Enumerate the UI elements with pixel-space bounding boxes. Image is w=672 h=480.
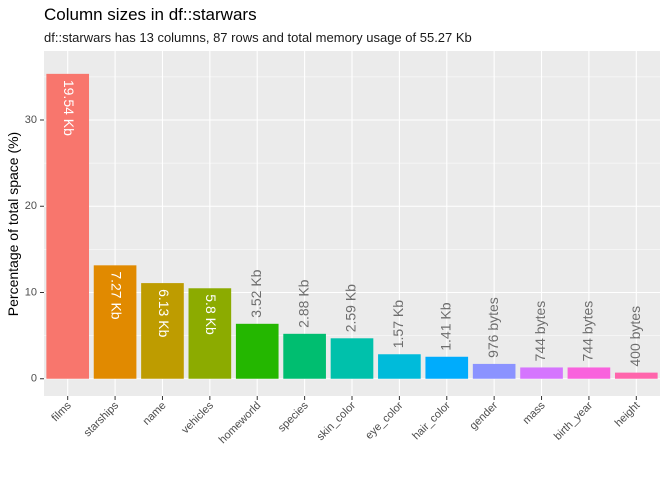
bar-label-homeworld: 3.52 Kb — [248, 269, 264, 317]
x-tick-label-gender: gender — [468, 399, 501, 432]
bar-label-skin_color: 2.59 Kb — [343, 284, 359, 332]
y-tick-label: 0 — [31, 373, 37, 385]
bar-height — [614, 372, 658, 379]
chart-title: Column sizes in df::starwars — [44, 5, 257, 24]
bar-label-hair_color: 1.41 Kb — [437, 302, 453, 350]
bar-homeworld — [235, 323, 279, 379]
x-tick-label-vehicles: vehicles — [179, 399, 216, 436]
bar-eye_color — [378, 354, 421, 379]
bars — [46, 73, 658, 379]
x-tick-label-name: name — [141, 400, 169, 428]
x-tick-label-starships: starships — [82, 399, 122, 439]
x-tick-label-height: height — [613, 400, 643, 430]
x-tick-label-mass: mass — [521, 399, 548, 426]
y-axis-ticks: 0 10 20 30 — [25, 114, 44, 385]
x-tick-label-species: species — [276, 399, 311, 434]
bar-label-gender: 976 bytes — [485, 297, 501, 358]
bar-vehicles — [188, 288, 232, 379]
x-tick-label-films: films — [49, 399, 74, 424]
bar-label-birth_year: 744 bytes — [580, 301, 596, 362]
chart-subtitle: df::starwars has 13 columns, 87 rows and… — [44, 30, 472, 45]
y-tick-label: 10 — [25, 286, 37, 298]
y-tick-label: 20 — [25, 200, 37, 212]
bar-label-mass: 744 bytes — [532, 301, 548, 362]
bar-hair_color — [425, 356, 469, 379]
bar-skin_color — [330, 338, 374, 379]
x-tick-label-birth_year: birth_year — [552, 399, 595, 442]
x-tick-label-homeworld: homeworld — [217, 400, 264, 447]
bar-films — [46, 73, 90, 379]
bar-mass — [520, 367, 563, 379]
bar-label-species: 2.88 Kb — [295, 279, 311, 327]
x-axis-ticks: films starships name vehicles homeworld speci… — [49, 396, 642, 446]
bar-name — [141, 283, 184, 379]
bar-gender — [472, 363, 516, 379]
y-axis-title: Percentage of total space (%) — [5, 132, 21, 316]
bar-species — [283, 333, 326, 379]
bar-birth_year — [567, 367, 611, 379]
y-tick-label: 30 — [25, 114, 37, 126]
bar-label-starships: 7.27 Kb — [108, 271, 124, 319]
bar-label-vehicles: 5.8 Kb — [203, 294, 219, 335]
x-tick-label-hair_color: hair_color — [410, 399, 453, 442]
x-tick-label-eye_color: eye_color — [363, 399, 405, 441]
bar-starships — [93, 265, 137, 379]
x-tick-label-skin_color: skin_color — [315, 399, 359, 443]
bar-label-eye_color: 1.57 Kb — [390, 300, 406, 348]
bar-label-name: 6.13 Kb — [156, 289, 172, 337]
bar-label-films: 19.54 Kb — [61, 80, 77, 136]
bar-labels: 19.54 Kb 7.27 Kb 6.13 Kb 5.8 Kb 3.52 Kb 2.88 … — [61, 80, 643, 367]
bar-label-height: 400 bytes — [627, 306, 643, 367]
